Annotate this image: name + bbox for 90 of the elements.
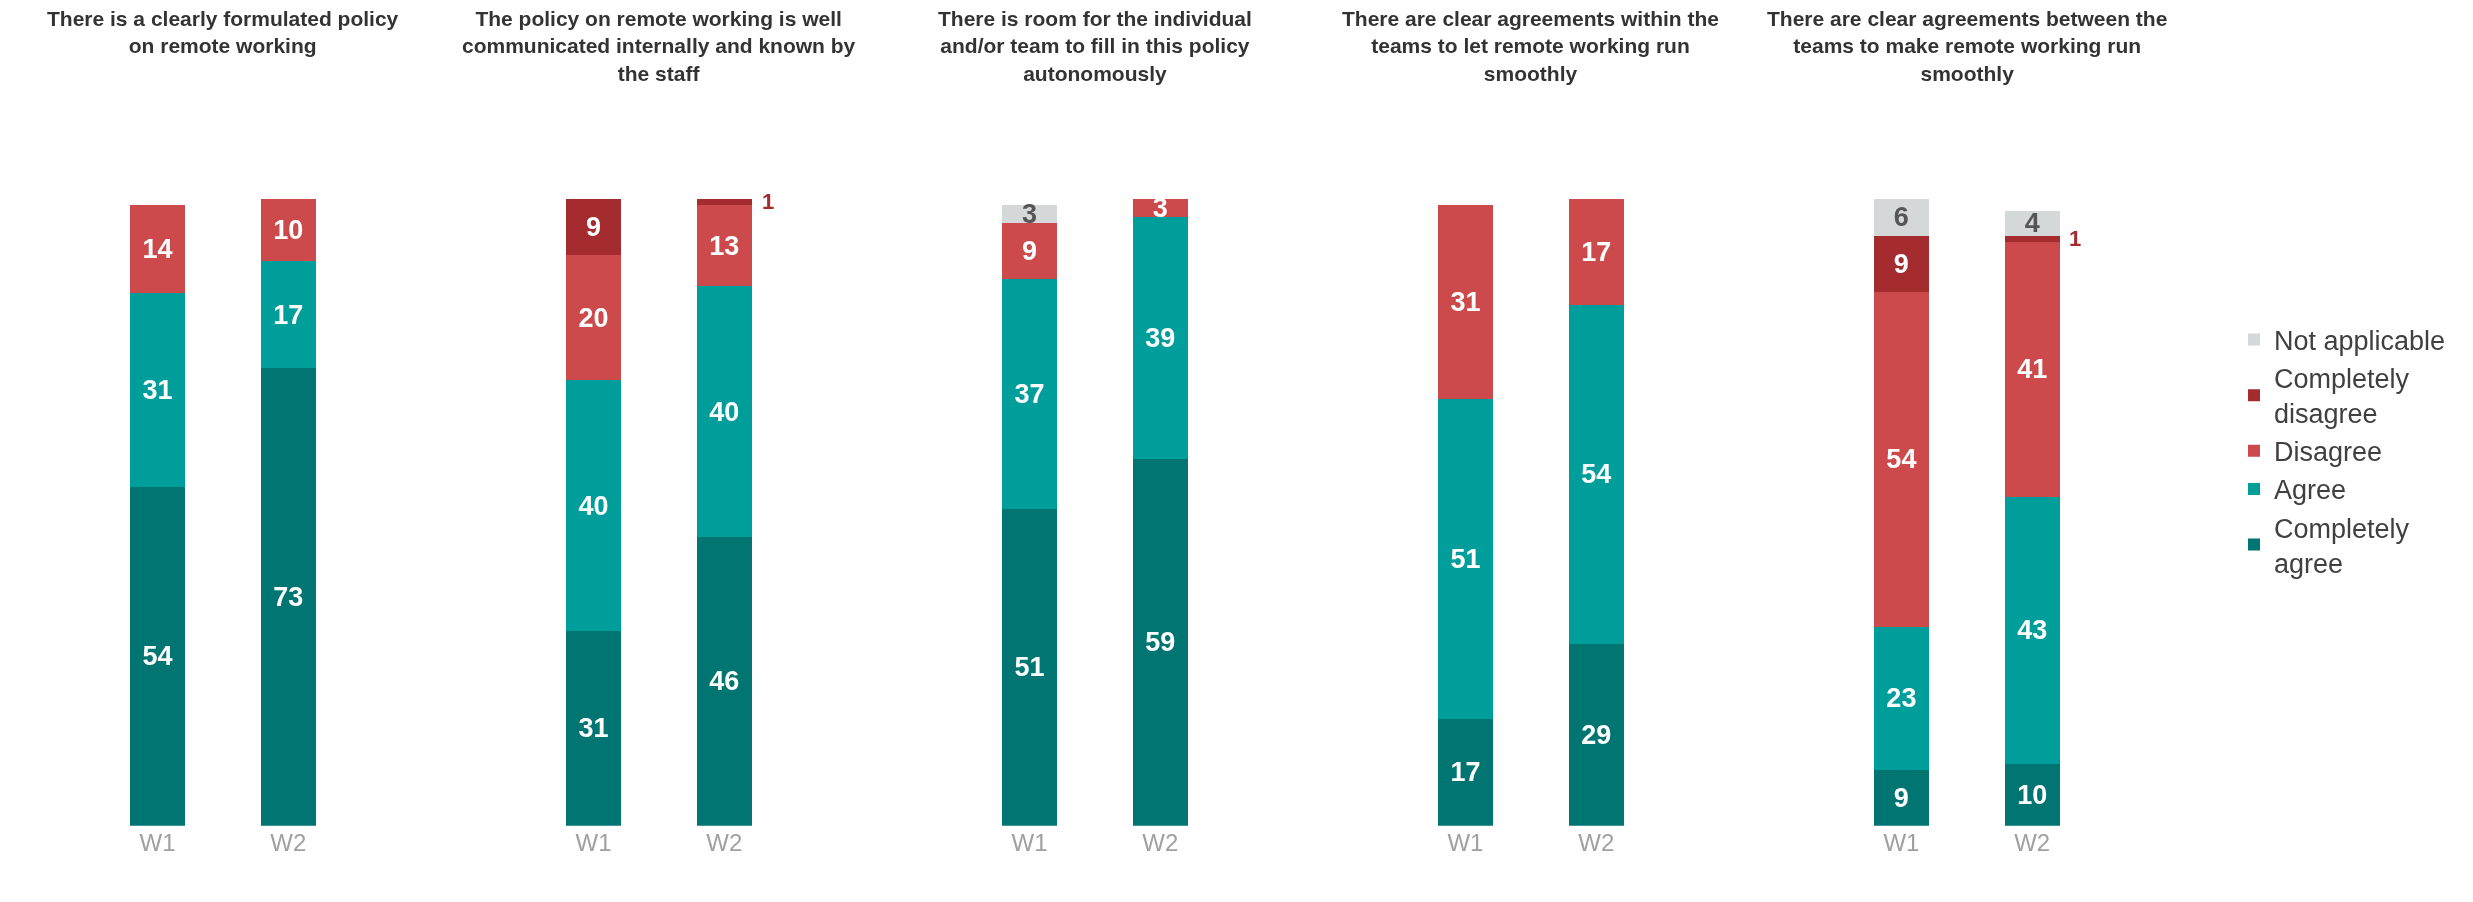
bar: [1873, 198, 1929, 236]
x-tick-label: W1: [1011, 828, 1048, 856]
data-label: 41: [2017, 354, 2048, 385]
bar: [696, 537, 752, 826]
chart-title: There are clear agreements between the teams to make remote working run smoothly: [1767, 7, 2168, 85]
bar: [1437, 719, 1493, 826]
data-label: 20: [578, 302, 609, 333]
data-label: 9: [586, 211, 602, 242]
bar: [1873, 235, 1929, 292]
bar: [130, 292, 186, 488]
data-label: 23: [1886, 683, 1917, 714]
bar: [1568, 198, 1624, 306]
x-tick-label: W2: [1578, 828, 1615, 856]
bar: [1132, 217, 1188, 460]
x-tick-label: W1: [575, 828, 612, 856]
legend-label: Not applicable: [2274, 326, 2446, 357]
bar: [130, 204, 186, 293]
data-label: 17: [273, 299, 304, 330]
x-tick-label: W1: [1883, 828, 1920, 856]
data-label: 59: [1145, 627, 1176, 658]
bar: [1002, 279, 1057, 509]
bar: [2004, 242, 2060, 497]
bar: [566, 198, 621, 255]
data-label: 9: [1893, 782, 1909, 813]
bar: [1002, 223, 1057, 280]
legend-label: Agree: [2274, 475, 2347, 506]
bar: [1002, 509, 1057, 826]
data-label: 54: [1581, 459, 1612, 490]
bar: [260, 367, 316, 826]
bar: [566, 255, 621, 381]
bar: [1437, 204, 1493, 400]
x-tick-label: W2: [270, 828, 307, 856]
data-label: 3: [1021, 199, 1037, 230]
bar: [260, 198, 316, 262]
data-label: 10: [2017, 779, 2048, 810]
data-label: 73: [273, 581, 304, 612]
data-label: 31: [578, 713, 609, 744]
data-label: 39: [1145, 323, 1176, 354]
data-label: 54: [1886, 444, 1917, 475]
bar: [1568, 305, 1624, 644]
data-label: 43: [2017, 615, 2048, 646]
x-tick-label: W1: [139, 828, 176, 856]
data-label: 17: [1581, 236, 1612, 267]
legend-label: Completely disagree: [2274, 364, 2410, 430]
bar: [260, 261, 316, 368]
data-label: 46: [709, 666, 740, 697]
chart-title: There is room for the individual and/or team to fill in this policy autonomously: [938, 7, 1252, 85]
bar: [130, 487, 186, 826]
data-label: 31: [1450, 287, 1481, 318]
data-label: 17: [1450, 757, 1481, 788]
data-label: 3: [1152, 192, 1168, 223]
data-label: 29: [1581, 719, 1612, 750]
data-label: 40: [709, 396, 740, 427]
data-label: 9: [1021, 236, 1037, 267]
bar: [566, 631, 621, 826]
data-label: 54: [142, 641, 173, 672]
data-label: 4: [2024, 208, 2040, 239]
data-label: 40: [578, 490, 609, 521]
bar: [566, 380, 621, 632]
chart-title: The policy on remote working is well communicated internally and known by the staff: [462, 7, 856, 85]
data-label: 13: [709, 230, 740, 261]
bar: [1568, 643, 1624, 826]
x-tick-label: W2: [706, 828, 743, 856]
bar: [1132, 459, 1188, 826]
data-label: 31: [142, 374, 173, 405]
data-label: 9: [1893, 248, 1909, 279]
legend-label: Disagree: [2274, 437, 2383, 468]
data-label: 1: [2069, 226, 2082, 251]
bar: [2004, 235, 2060, 243]
data-label: 14: [142, 233, 173, 264]
data-label: 10: [273, 214, 304, 245]
bar: [1437, 399, 1493, 720]
x-tick-label: W2: [2014, 828, 2051, 856]
bar: [2004, 496, 2060, 764]
data-label: 6: [1893, 202, 1909, 233]
data-label: 51: [1450, 544, 1481, 575]
data-label: 1: [762, 189, 775, 214]
bar: [1873, 291, 1929, 627]
bar: [696, 204, 752, 287]
chart-title: There is a clearly formulated policy on remote working: [47, 7, 399, 58]
legend-label: Completely agree: [2274, 513, 2410, 579]
x-tick-label: W2: [1142, 828, 1179, 856]
bar: [696, 286, 752, 538]
data-label: 37: [1014, 379, 1045, 410]
x-tick-label: W1: [1447, 828, 1484, 856]
bar: [1873, 769, 1929, 826]
data-label: 51: [1014, 652, 1045, 683]
bar: [696, 198, 752, 205]
bar: [1873, 626, 1929, 770]
chart-title: There are clear agreements within the teams to let remote working run smoothly: [1342, 7, 1719, 85]
